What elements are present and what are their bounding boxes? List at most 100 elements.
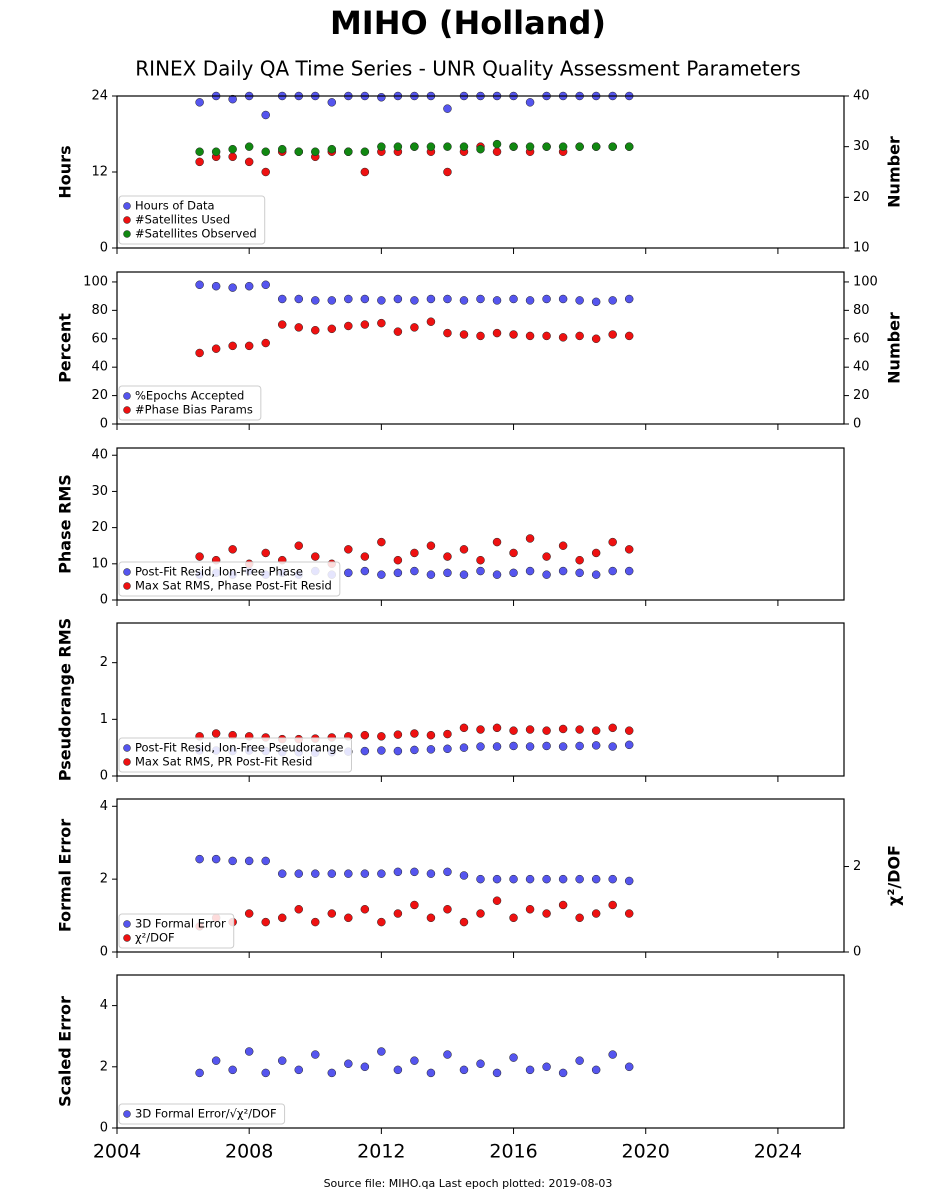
data-point bbox=[360, 869, 370, 878]
data-point bbox=[261, 280, 270, 290]
data-point bbox=[591, 142, 601, 151]
data-point bbox=[311, 147, 320, 156]
y-tick-label: 100 bbox=[83, 274, 108, 289]
data-point bbox=[228, 283, 237, 292]
data-point bbox=[261, 856, 270, 866]
data-point bbox=[542, 874, 551, 884]
data-point bbox=[558, 566, 568, 576]
data-point bbox=[360, 566, 370, 576]
legend-label: #Phase Bias Params bbox=[135, 403, 253, 417]
data-point bbox=[476, 294, 485, 304]
legend-box bbox=[118, 913, 235, 949]
data-point bbox=[509, 330, 518, 339]
data-point bbox=[608, 874, 617, 884]
data-point bbox=[476, 555, 485, 565]
data-point bbox=[377, 93, 386, 102]
data-point bbox=[492, 742, 502, 751]
y-axis-label: Hours bbox=[56, 145, 75, 198]
x-tick-label: 2012 bbox=[357, 1141, 405, 1163]
source-note: Source file: MIHO.qa Last epoch plotted:… bbox=[324, 1177, 613, 1190]
data-point bbox=[492, 723, 502, 733]
data-point bbox=[195, 280, 204, 290]
data-point bbox=[426, 142, 436, 151]
data-point bbox=[525, 296, 535, 305]
data-point bbox=[410, 1056, 419, 1065]
data-point bbox=[558, 874, 568, 884]
data-point bbox=[575, 725, 584, 734]
legend-marker bbox=[123, 392, 131, 400]
data-point bbox=[591, 741, 601, 750]
y2-tick-label: 20 bbox=[853, 190, 870, 205]
data-point bbox=[426, 869, 436, 878]
data-point bbox=[459, 570, 469, 579]
data-point bbox=[211, 281, 221, 291]
data-point bbox=[228, 341, 237, 351]
data-point bbox=[277, 1056, 287, 1065]
data-point bbox=[410, 296, 419, 305]
data-point bbox=[443, 905, 452, 914]
data-point bbox=[525, 98, 535, 107]
y-tick-label: 24 bbox=[91, 89, 108, 104]
data-point bbox=[476, 874, 485, 884]
data-point bbox=[426, 570, 436, 579]
data-point bbox=[443, 867, 452, 877]
y-axis-label: Percent bbox=[56, 313, 75, 383]
data-point bbox=[542, 142, 551, 151]
data-point bbox=[393, 294, 403, 304]
data-point bbox=[327, 324, 337, 334]
data-point bbox=[327, 98, 337, 107]
data-point bbox=[377, 917, 386, 927]
data-point bbox=[377, 732, 386, 741]
y-tick-label: 0 bbox=[100, 593, 108, 608]
subtitle: RINEX Daily QA Time Series - UNR Quality… bbox=[135, 57, 800, 81]
y2-tick-label: 10 bbox=[853, 241, 870, 256]
data-point bbox=[459, 1065, 469, 1075]
data-point bbox=[525, 331, 535, 341]
data-point bbox=[393, 327, 403, 336]
data-point bbox=[575, 1056, 584, 1065]
data-point bbox=[542, 570, 551, 579]
data-point bbox=[311, 296, 320, 305]
legend: 3D Formal Error/√χ²/DOF bbox=[118, 1103, 286, 1125]
data-point bbox=[211, 729, 221, 738]
data-point bbox=[608, 742, 617, 751]
data-point bbox=[261, 1068, 270, 1078]
y2-tick-label: 30 bbox=[853, 139, 870, 154]
data-point bbox=[558, 541, 568, 550]
data-point bbox=[624, 909, 634, 918]
data-point bbox=[426, 745, 436, 754]
data-point bbox=[575, 142, 584, 151]
y2-tick-label: 80 bbox=[853, 303, 870, 318]
data-point bbox=[277, 320, 287, 329]
data-point bbox=[228, 152, 237, 162]
y2-tick-label: 20 bbox=[853, 388, 870, 403]
data-point bbox=[443, 729, 452, 739]
data-point bbox=[608, 537, 617, 547]
legend-label: #Satellites Observed bbox=[135, 227, 257, 241]
data-point bbox=[261, 338, 270, 348]
data-point bbox=[624, 740, 634, 750]
data-point bbox=[377, 746, 386, 755]
legend-box bbox=[118, 385, 262, 421]
y-tick-label: 0 bbox=[100, 945, 108, 960]
data-point bbox=[244, 909, 254, 918]
data-point bbox=[509, 548, 518, 558]
data-point bbox=[195, 552, 204, 561]
data-point bbox=[228, 144, 237, 154]
y2-tick-label: 40 bbox=[853, 360, 870, 375]
data-point bbox=[344, 147, 353, 156]
data-point bbox=[311, 325, 320, 335]
data-point bbox=[443, 167, 452, 177]
data-point bbox=[459, 723, 469, 733]
data-point bbox=[443, 142, 452, 151]
data-point bbox=[393, 909, 403, 918]
x-tick-label: 2004 bbox=[93, 1141, 141, 1163]
data-point bbox=[228, 856, 237, 866]
x-tick-label: 2008 bbox=[225, 1141, 273, 1163]
y2-axis-label: Number bbox=[885, 312, 904, 384]
data-point bbox=[525, 905, 535, 914]
data-point bbox=[195, 147, 204, 156]
legend-label: %Epochs Accepted bbox=[135, 389, 244, 403]
